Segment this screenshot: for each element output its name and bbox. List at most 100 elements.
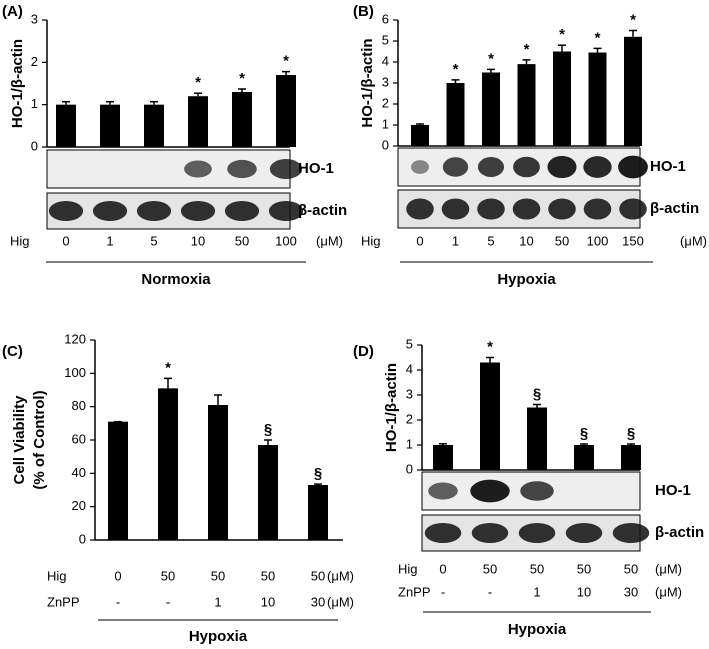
blot-label: β-actin bbox=[655, 524, 704, 541]
x-tick-label: - bbox=[116, 594, 120, 609]
error-bar bbox=[522, 59, 531, 65]
panel-label: (B) bbox=[353, 3, 374, 20]
group-label: Hypoxia bbox=[508, 621, 567, 638]
blot-band bbox=[477, 198, 505, 220]
bar bbox=[480, 362, 500, 470]
y-tick-label: 40 bbox=[72, 465, 86, 480]
error-bar bbox=[106, 100, 114, 105]
blot-band bbox=[180, 201, 216, 221]
blot-band bbox=[269, 159, 303, 179]
bar bbox=[232, 91, 252, 147]
row-unit: (μM) bbox=[655, 561, 682, 576]
y-tick-label: 0 bbox=[31, 138, 38, 153]
blot-band bbox=[428, 482, 458, 500]
x-tick-label: 50 bbox=[530, 561, 544, 576]
blot-band bbox=[512, 198, 541, 220]
significance-mark: * bbox=[453, 61, 459, 78]
x-tick-label: 50 bbox=[577, 561, 591, 576]
blot-band bbox=[442, 157, 469, 177]
blot-band bbox=[136, 201, 172, 221]
row-name: Hig bbox=[10, 233, 30, 248]
x-tick-label: 50 bbox=[483, 561, 497, 576]
blot-band bbox=[612, 523, 650, 543]
row-unit: (μM) bbox=[327, 594, 354, 609]
y-tick-label: 0 bbox=[79, 531, 86, 546]
blot-label: HO-1 bbox=[298, 160, 334, 177]
bar bbox=[308, 485, 328, 540]
blot-band bbox=[583, 198, 612, 220]
panel-label: (C) bbox=[2, 343, 23, 360]
y-axis-label: (% of Control) bbox=[31, 390, 48, 489]
y-tick-label: 1 bbox=[382, 116, 389, 131]
y-tick-label: 4 bbox=[406, 361, 413, 376]
significance-mark: § bbox=[264, 421, 272, 438]
error-bar bbox=[486, 356, 494, 363]
y-axis-label: HO-1/β-actin bbox=[383, 363, 400, 452]
x-tick-label: 100 bbox=[275, 233, 297, 248]
blot-band bbox=[411, 160, 429, 174]
y-tick-label: 60 bbox=[72, 431, 86, 446]
error-bar bbox=[264, 439, 272, 445]
significance-mark: * bbox=[488, 50, 494, 67]
y-axis-label: HO-1/β-actin bbox=[359, 38, 376, 127]
y-tick-label: 6 bbox=[382, 11, 389, 26]
x-tick-label: 50 bbox=[555, 233, 569, 248]
y-tick-label: 1 bbox=[406, 436, 413, 451]
blot-band bbox=[441, 198, 470, 220]
error-bar bbox=[439, 443, 447, 445]
error-bar bbox=[194, 92, 202, 97]
blot-band bbox=[513, 156, 540, 178]
blot-band bbox=[619, 198, 647, 220]
blot-band bbox=[471, 523, 509, 543]
blot-band bbox=[424, 523, 462, 543]
bar bbox=[482, 72, 500, 146]
y-axis-label: HO-1/β-actin bbox=[9, 39, 26, 128]
x-tick-label: 0 bbox=[416, 233, 423, 248]
significance-mark: * bbox=[630, 11, 636, 28]
group-label: Hypoxia bbox=[497, 271, 556, 288]
x-tick-label: 10 bbox=[191, 233, 205, 248]
bar bbox=[621, 445, 641, 470]
y-tick-label: 0 bbox=[382, 137, 389, 152]
blot-label: HO-1 bbox=[655, 482, 691, 499]
blot-band bbox=[477, 157, 505, 177]
significance-mark: * bbox=[559, 26, 565, 43]
bar bbox=[144, 104, 164, 147]
bar bbox=[527, 407, 547, 470]
error-bar bbox=[580, 443, 588, 445]
blot-band bbox=[518, 523, 556, 543]
bar bbox=[574, 445, 594, 470]
y-tick-label: 80 bbox=[72, 398, 86, 413]
row-unit: (μM) bbox=[316, 233, 343, 248]
blot-band bbox=[48, 201, 84, 221]
x-tick-label: 5 bbox=[487, 233, 494, 248]
error-bar bbox=[533, 403, 541, 408]
row-name: ZnPP bbox=[47, 594, 80, 609]
y-tick-label: 2 bbox=[382, 95, 389, 110]
blot-band bbox=[92, 201, 128, 221]
row-unit: (μM) bbox=[655, 584, 682, 599]
error-bar bbox=[416, 123, 424, 125]
error-bar bbox=[558, 44, 566, 52]
bar bbox=[553, 51, 571, 146]
x-tick-label: 50 bbox=[235, 233, 249, 248]
error-bar bbox=[214, 394, 222, 405]
x-tick-label: 100 bbox=[587, 233, 609, 248]
row-name: Hig bbox=[361, 233, 381, 248]
group-label: Hypoxia bbox=[189, 628, 248, 645]
blot-band bbox=[547, 155, 577, 179]
x-tick-label: 10 bbox=[519, 233, 533, 248]
bar bbox=[108, 421, 128, 540]
x-tick-label: 1 bbox=[533, 584, 540, 599]
bar bbox=[517, 64, 536, 146]
x-tick-label: 50 bbox=[311, 568, 325, 583]
x-tick-label: 50 bbox=[624, 561, 638, 576]
x-tick-label: 50 bbox=[211, 568, 225, 583]
blot-band bbox=[583, 156, 612, 178]
bar bbox=[276, 75, 296, 147]
error-bar bbox=[487, 68, 495, 73]
y-tick-label: 20 bbox=[72, 498, 86, 513]
error-bar bbox=[150, 100, 158, 105]
row-name: Hig bbox=[398, 561, 418, 576]
bar bbox=[624, 36, 642, 146]
